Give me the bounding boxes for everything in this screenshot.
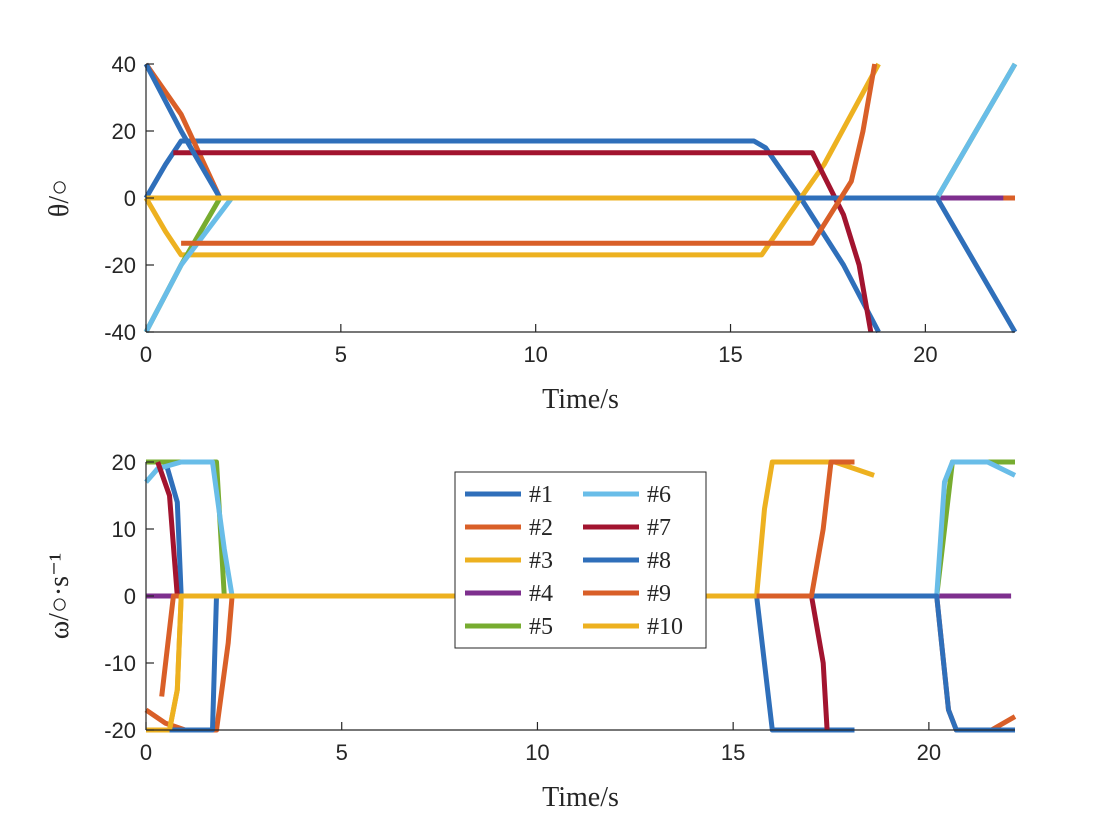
x-axis-label: Time/s bbox=[542, 782, 619, 813]
y-tick-label: -10 bbox=[104, 651, 136, 676]
series-line-7 bbox=[173, 150, 874, 333]
y-tick-label: -20 bbox=[104, 253, 136, 278]
x-tick-label: 10 bbox=[523, 342, 547, 367]
theta-plot: 0 5 10 15 20 -40 -20 0 20 40 Time/s θ/○ bbox=[44, 52, 1018, 415]
series-line-3 bbox=[143, 62, 881, 258]
series-line-9 bbox=[181, 63, 878, 246]
legend-entry-label: #1 bbox=[529, 482, 553, 508]
series-line-9 bbox=[159, 459, 855, 697]
x-tick-label: 20 bbox=[917, 740, 941, 765]
y-tick-label: -40 bbox=[104, 320, 136, 345]
y-tick-label: 0 bbox=[124, 186, 136, 211]
y-tick-label: 10 bbox=[112, 517, 136, 542]
x-axis-label: Time/s bbox=[542, 384, 619, 415]
x-tick-label: 15 bbox=[721, 740, 745, 765]
y-axis-label: ω/○·s⁻¹ bbox=[44, 553, 75, 640]
legend-entry-label: #2 bbox=[529, 515, 553, 541]
y-tick-label: 20 bbox=[112, 450, 136, 475]
y-tick-label: -20 bbox=[104, 718, 136, 743]
legend-entry-label: #7 bbox=[647, 515, 671, 541]
omega-plot: 0 5 10 15 20 -20 -10 0 10 20 Time/s ω/○·s⁻¹ #1 #2 #3 #4… bbox=[44, 450, 1017, 813]
x-tick-label: 10 bbox=[525, 740, 549, 765]
x-tick-label: 15 bbox=[718, 342, 742, 367]
legend: #1 #2 #3 #4 #5 #6 #7 #8 #9 #10 bbox=[454, 471, 707, 649]
legend-box bbox=[454, 471, 707, 649]
x-tick-label: 0 bbox=[140, 740, 152, 765]
legend-entry-label: #4 bbox=[529, 581, 553, 607]
legend-entry-label: #9 bbox=[647, 581, 671, 607]
x-tick-label: 20 bbox=[913, 342, 937, 367]
x-tick-label: 5 bbox=[335, 342, 347, 367]
legend-entry-label: #5 bbox=[529, 614, 553, 640]
legend-entry-label: #3 bbox=[529, 548, 553, 574]
y-tick-label: 20 bbox=[112, 119, 136, 144]
legend-entry-label: #10 bbox=[647, 614, 683, 640]
y-tick-label: 0 bbox=[124, 584, 136, 609]
series-line-1 bbox=[143, 138, 881, 334]
x-tick-label: 0 bbox=[140, 342, 152, 367]
series-group bbox=[143, 62, 1018, 334]
series-line-2 bbox=[143, 62, 1015, 201]
y-tick-label: 40 bbox=[112, 52, 136, 77]
legend-entry-label: #6 bbox=[647, 482, 671, 508]
y-axis-label: θ/○ bbox=[44, 179, 75, 217]
x-tick-label: 5 bbox=[336, 740, 348, 765]
legend-entry-label: #8 bbox=[647, 548, 671, 574]
